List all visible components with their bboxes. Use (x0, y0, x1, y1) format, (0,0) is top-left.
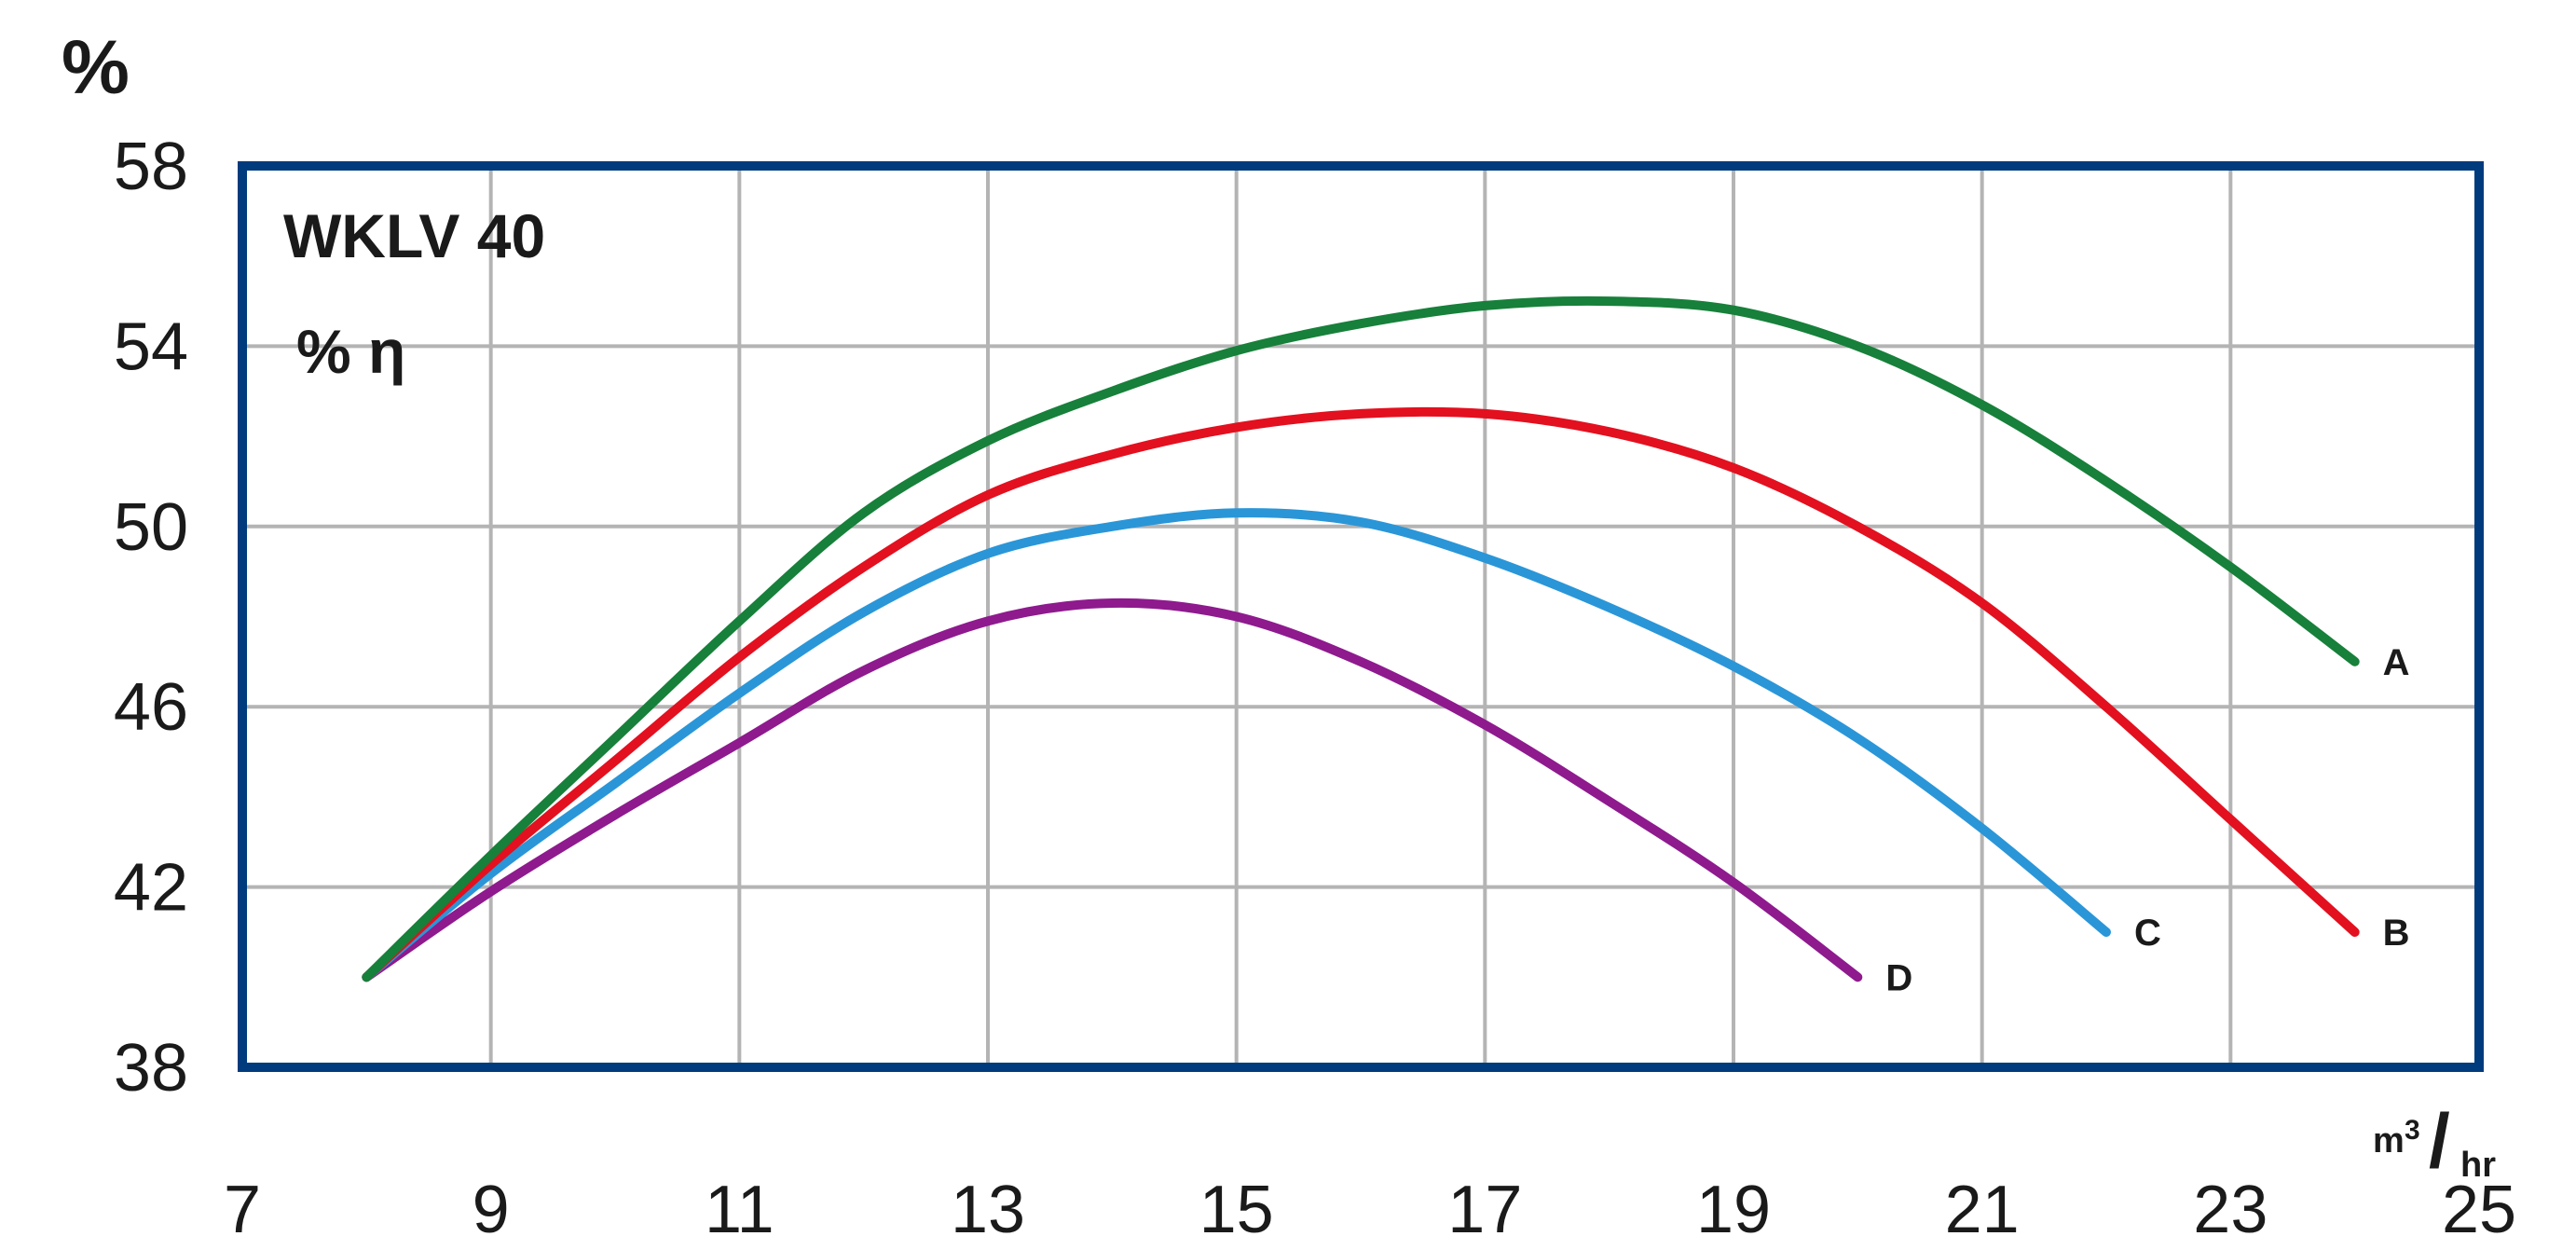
x-tick-label: 7 (224, 1173, 261, 1247)
y-tick-label: 58 (114, 130, 188, 204)
chart-title: WKLV 40 (283, 201, 545, 270)
series-label-b: B (2383, 913, 2410, 954)
x-tick-label: 23 (2193, 1173, 2268, 1247)
series-line-b (362, 406, 2360, 982)
series-lines (362, 295, 2360, 982)
series-labels: D C B A (1885, 642, 2409, 998)
x-unit-subscript: hr (2460, 1146, 2496, 1185)
y-tick-label: 46 (114, 670, 188, 745)
series-line-d (362, 598, 1863, 982)
y-axis-label: % (62, 25, 130, 110)
series-label-d: D (1885, 957, 1912, 998)
y-tick-label: 42 (114, 851, 188, 926)
x-unit-separator: / (2429, 1099, 2450, 1184)
x-tick-label: 15 (1199, 1173, 1274, 1247)
y-axis-ticks: 38 42 46 50 54 58 (114, 130, 188, 1106)
x-tick-label: 17 (1447, 1173, 1522, 1247)
series-label-a: A (2383, 642, 2410, 683)
plot-frame (238, 161, 2484, 1072)
x-tick-label: 25 (2442, 1173, 2516, 1247)
x-tick-label: 19 (1696, 1173, 1771, 1247)
y-tick-label: 54 (114, 309, 188, 384)
series-line-c (362, 508, 2111, 982)
x-axis-unit-label: m 3 / hr (2373, 1099, 2496, 1185)
chart-subtitle: % η (296, 317, 405, 386)
y-tick-label: 38 (114, 1031, 188, 1106)
series-line-a (362, 295, 2360, 982)
x-tick-label: 21 (1945, 1173, 2020, 1247)
x-tick-label: 13 (951, 1173, 1025, 1247)
x-unit-superscript: 3 (2405, 1115, 2420, 1146)
x-tick-label: 11 (705, 1173, 774, 1247)
y-tick-label: 50 (114, 490, 188, 565)
series-label-c: C (2134, 913, 2161, 954)
x-tick-label: 9 (473, 1173, 510, 1247)
x-axis-ticks: 7 9 11 13 15 17 19 21 23 25 (224, 1173, 2516, 1247)
x-unit-base: m (2373, 1121, 2405, 1161)
